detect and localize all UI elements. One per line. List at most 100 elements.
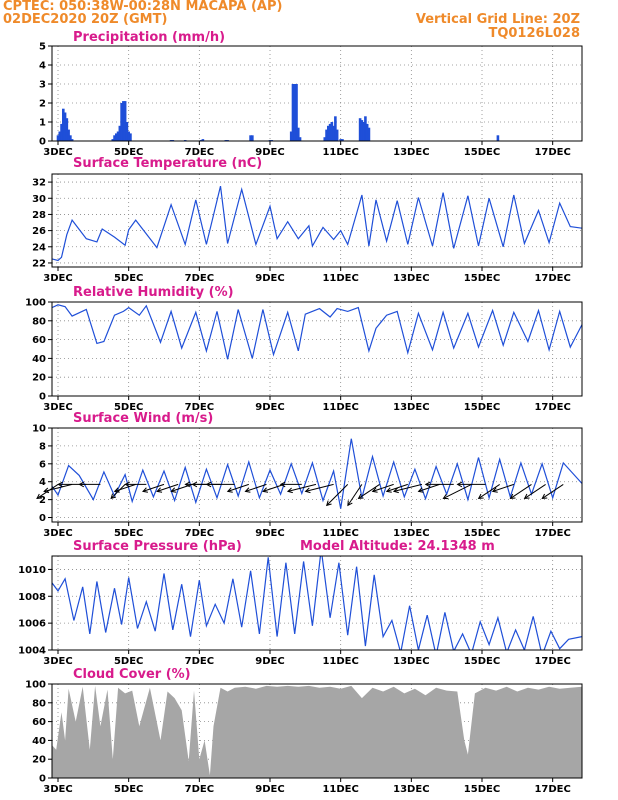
temp-ytick-label: 28 — [32, 210, 46, 221]
cloud-xtick-label: 13DEC — [393, 784, 429, 795]
wind-wind-arrow — [393, 483, 423, 492]
wind-ytick-label: 6 — [39, 459, 46, 470]
precip-bar — [67, 129, 70, 141]
wind-wind-arrowhead — [326, 500, 332, 507]
wind-panel: 0 2 4 6 8 10 3DEC 5DEC 7DEC 9DEC 11DEC 13DEC 15DEC 17… — [32, 411, 583, 539]
precip-bar — [335, 129, 339, 141]
cloud-xtick-label: 3DEC — [43, 784, 72, 795]
cloud-xtick-label: 9DEC — [255, 784, 284, 795]
wind-wind-arrow — [326, 484, 349, 506]
temp-frame — [51, 173, 583, 268]
pres-xtick-label: 17DEC — [534, 656, 570, 667]
wind-wind-arrowhead — [57, 481, 63, 488]
cloud-xtick-label: 5DEC — [114, 784, 143, 795]
cloud-xtick-label: 11DEC — [322, 784, 358, 795]
wind-wind-arrow — [418, 483, 440, 492]
rh-ytick-label: 20 — [32, 373, 46, 384]
cloud-panel: 0 20 40 60 80 100 3DEC 5DEC 7DEC 9DEC 11DEC 13DEC 15… — [25, 667, 583, 795]
wind-wind-arrowhead — [477, 493, 484, 499]
precip-bar — [291, 84, 295, 141]
wind-wind-arrowhead — [357, 493, 364, 499]
pres-ytick-label: 1010 — [18, 565, 46, 576]
precip-ytick-label: 1 — [39, 118, 46, 129]
pres-xtick-label: 7DEC — [185, 656, 214, 667]
wind-xtick-label: 13DEC — [393, 528, 429, 539]
temp-ytick-label: 26 — [32, 226, 46, 237]
precip-bar — [65, 118, 69, 141]
cloud-xtick-label: 7DEC — [185, 784, 214, 795]
wind-wind-arrowhead — [124, 481, 130, 488]
wind-wind-arrowhead — [184, 481, 191, 488]
wind-wind-arrow — [492, 483, 514, 492]
precip-xtick-label: 15DEC — [464, 147, 500, 158]
wind-wind-arrow — [227, 483, 249, 492]
cloud-ytick-label: 20 — [32, 755, 46, 766]
wind-wind-arrow — [305, 483, 334, 492]
precip-ytick-label: 5 — [39, 42, 46, 53]
precip-xtick-label: 3DEC — [43, 147, 72, 158]
precip-bar — [123, 101, 127, 141]
wind-ytick-label: 0 — [39, 513, 46, 524]
temp-ytick-label: 32 — [32, 178, 46, 189]
cloud-frame — [51, 683, 583, 779]
wind-series-line — [52, 438, 582, 509]
wind-wind-arrowhead — [244, 487, 251, 493]
pres-xtick-label: 13DEC — [393, 656, 429, 667]
pres-ytick-label: 1004 — [18, 646, 46, 657]
precip-xtick-label: 5DEC — [114, 147, 143, 158]
wind-wind-arrowhead — [156, 487, 163, 493]
model-altitude: Model Altitude: 24.1348 m — [300, 539, 495, 554]
precip-frame — [51, 45, 583, 142]
wind-xtick-label: 9DEC — [255, 528, 284, 539]
wind-xtick-label: 7DEC — [185, 528, 214, 539]
precip-bar — [60, 123, 63, 141]
precip-bar — [251, 135, 254, 141]
cloud-ytick-label: 60 — [32, 717, 46, 728]
wind-wind-arrowhead — [142, 487, 149, 493]
precip-ytick-label: 4 — [39, 61, 46, 72]
wind-wind-arrow — [44, 483, 73, 492]
cloud-xtick-label: 15DEC — [464, 784, 500, 795]
rh-title: Relative Humidity (%) — [73, 285, 234, 300]
wind-wind-arrow — [110, 484, 126, 499]
pres-frame — [51, 555, 583, 651]
precip-bar — [323, 137, 327, 141]
temp-xtick-label: 9DEC — [255, 273, 284, 284]
precip-title: Precipitation (mm/h) — [73, 30, 225, 45]
cloud-ytick-label: 40 — [32, 736, 46, 747]
wind-wind-arrow — [524, 483, 546, 499]
precip-bar — [330, 122, 334, 141]
wind-wind-arrow — [114, 483, 136, 492]
wind-xtick-label: 11DEC — [322, 528, 358, 539]
temp-panel: 22 24 26 28 30 32 3DEC 5DEC 7DEC 9DEC 11DEC 13DEC 15… — [32, 156, 583, 284]
precip-bar — [63, 112, 67, 141]
rh-ytick-label: 80 — [32, 316, 46, 327]
wind-wind-arrow — [372, 483, 394, 492]
rh-frame — [51, 301, 583, 397]
wind-wind-arrowhead — [509, 493, 516, 499]
wind-wind-arrowhead — [279, 481, 286, 488]
rh-xtick-label: 15DEC — [464, 402, 500, 413]
precip-bar — [341, 139, 344, 141]
wind-xtick-label: 17DEC — [534, 528, 570, 539]
precip-bar — [296, 127, 300, 141]
pres-title: Surface Pressure (hPa) — [73, 539, 242, 554]
cloud-series-area — [52, 685, 582, 778]
wind-wind-arrowhead — [347, 500, 353, 507]
rh-xtick-label: 5DEC — [114, 402, 143, 413]
precip-bar — [358, 118, 362, 141]
precip-bar — [111, 139, 115, 141]
temp-ytick-label: 24 — [32, 242, 46, 253]
rh-ytick-label: 40 — [32, 354, 46, 365]
precip-bar — [56, 135, 60, 141]
wind-wind-arrowhead — [262, 487, 269, 493]
precip-bar — [249, 135, 252, 141]
station-header: CPTEC: 050:38W-00:28N MACAPA (AP) — [3, 0, 283, 14]
temp-ytick-label: 30 — [32, 194, 46, 205]
date-header: 02DEC2020 20Z (GMT) — [3, 12, 168, 27]
temp-xtick-label: 11DEC — [322, 273, 358, 284]
rh-xtick-label: 3DEC — [43, 402, 72, 413]
wind-frame — [51, 427, 583, 523]
temp-title: Surface Temperature (nC) — [73, 156, 262, 171]
precip-ytick-label: 0 — [39, 137, 46, 148]
